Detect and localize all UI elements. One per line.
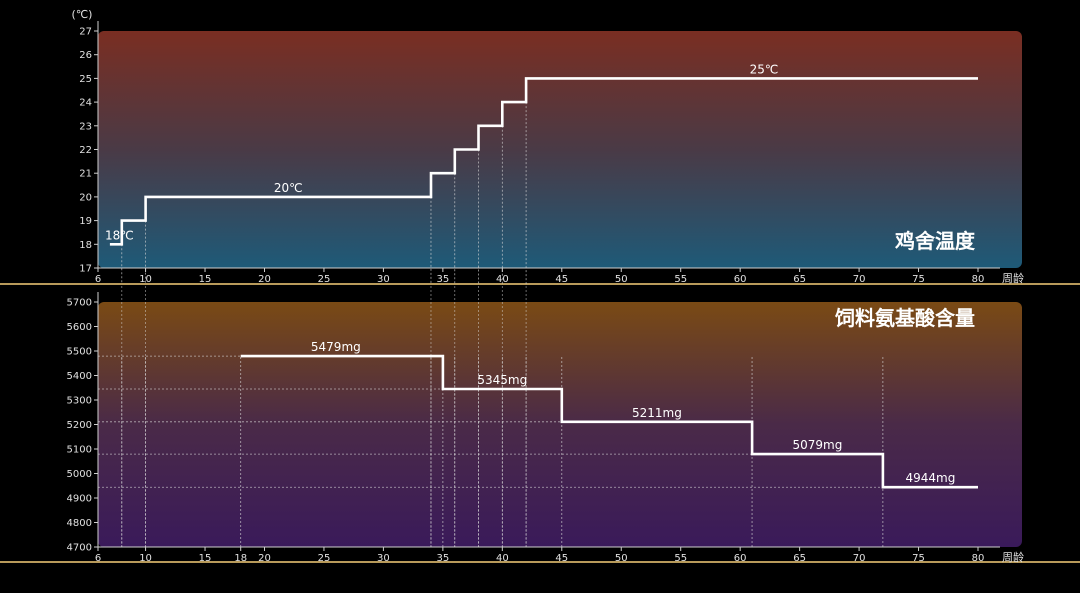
x-tick-label: 65	[793, 274, 806, 285]
x-axis-label: 周龄	[1002, 550, 1024, 564]
x-tick-label: 30	[377, 274, 390, 285]
series-step-line	[240, 354, 978, 489]
y-tick-label: 5500	[67, 347, 92, 358]
data-label: 5211mg	[632, 406, 682, 420]
x-tick-label: 35	[436, 274, 449, 285]
y-tick-label: 4800	[67, 518, 92, 529]
x-tick-label: 10	[139, 553, 152, 564]
x-tick-label: 65	[793, 553, 806, 564]
x-tick-label: 45	[555, 553, 568, 564]
y-tick-label: 25	[79, 74, 92, 85]
x-tick-label: 20	[258, 274, 271, 285]
y-tick-label: 4900	[67, 494, 92, 505]
y-tick-label: 24	[79, 98, 92, 109]
x-tick-label: 40	[496, 553, 509, 564]
y-tick-label: 22	[79, 145, 92, 156]
y-tick-label: 20	[79, 192, 92, 203]
x-tick-label: 75	[912, 274, 925, 285]
y-tick-label: 21	[79, 169, 92, 180]
x-tick-label: 10	[139, 274, 152, 285]
chart-title: 鸡舍温度	[894, 229, 976, 253]
x-tick-label: 80	[972, 553, 985, 564]
y-tick-label: 5600	[67, 322, 92, 333]
data-label: 5345mg	[477, 373, 527, 387]
data-label: 5479mg	[311, 340, 361, 354]
plot-background	[98, 302, 1022, 547]
y-unit-label: (℃)	[72, 8, 93, 21]
x-tick-label: 60	[734, 274, 747, 285]
y-tick-label: 5400	[67, 371, 92, 382]
data-label: 18℃	[105, 228, 134, 242]
y-tick-label: 18	[79, 240, 92, 251]
x-tick-label: 50	[615, 553, 628, 564]
x-tick-label: 15	[199, 553, 212, 564]
x-tick-label: 70	[853, 553, 866, 564]
chart-title: 饲料氨基酸含量	[834, 306, 975, 330]
y-tick-label: 5300	[67, 396, 92, 407]
data-label: 5079mg	[793, 438, 843, 452]
x-tick-label: 18	[234, 553, 247, 564]
x-tick-label: 25	[318, 274, 331, 285]
x-tick-label: 20	[258, 553, 271, 564]
y-tick-label: 5100	[67, 445, 92, 456]
y-tick-label: 26	[79, 50, 92, 61]
x-tick-label: 25	[318, 553, 331, 564]
chart-panel-2: 4700 4800 4900 5000 5100 5200 5300 5400 5500 5600…	[67, 286, 1024, 564]
series-step-line	[109, 77, 978, 246]
data-label: 20℃	[274, 181, 303, 195]
x-tick-label: 30	[377, 553, 390, 564]
x-tick-label: 60	[734, 553, 747, 564]
x-tick-label: 6	[95, 553, 101, 564]
y-tick-label: 4700	[67, 543, 92, 554]
x-tick-label: 6	[95, 274, 101, 285]
y-tick-label: 17	[79, 264, 92, 275]
data-label: 4944mg	[906, 471, 956, 485]
x-axis-label: 周龄	[1002, 271, 1024, 285]
y-tick-label: 5700	[67, 298, 92, 309]
x-tick-label: 55	[674, 274, 687, 285]
x-tick-label: 55	[674, 553, 687, 564]
y-tick-label: 5200	[67, 420, 92, 431]
x-tick-label: 75	[912, 553, 925, 564]
x-tick-label: 80	[972, 274, 985, 285]
y-tick-label: 5000	[67, 469, 92, 480]
x-tick-label: 70	[853, 274, 866, 285]
x-tick-label: 15	[199, 274, 212, 285]
x-tick-label: 50	[615, 274, 628, 285]
y-tick-label: 19	[79, 216, 92, 227]
x-tick-label: 45	[555, 274, 568, 285]
y-tick-label: 23	[79, 121, 92, 132]
y-tick-label: 27	[79, 27, 92, 38]
x-tick-label: 35	[436, 553, 449, 564]
plot-background	[98, 31, 1022, 268]
data-label: 25℃	[750, 62, 779, 76]
